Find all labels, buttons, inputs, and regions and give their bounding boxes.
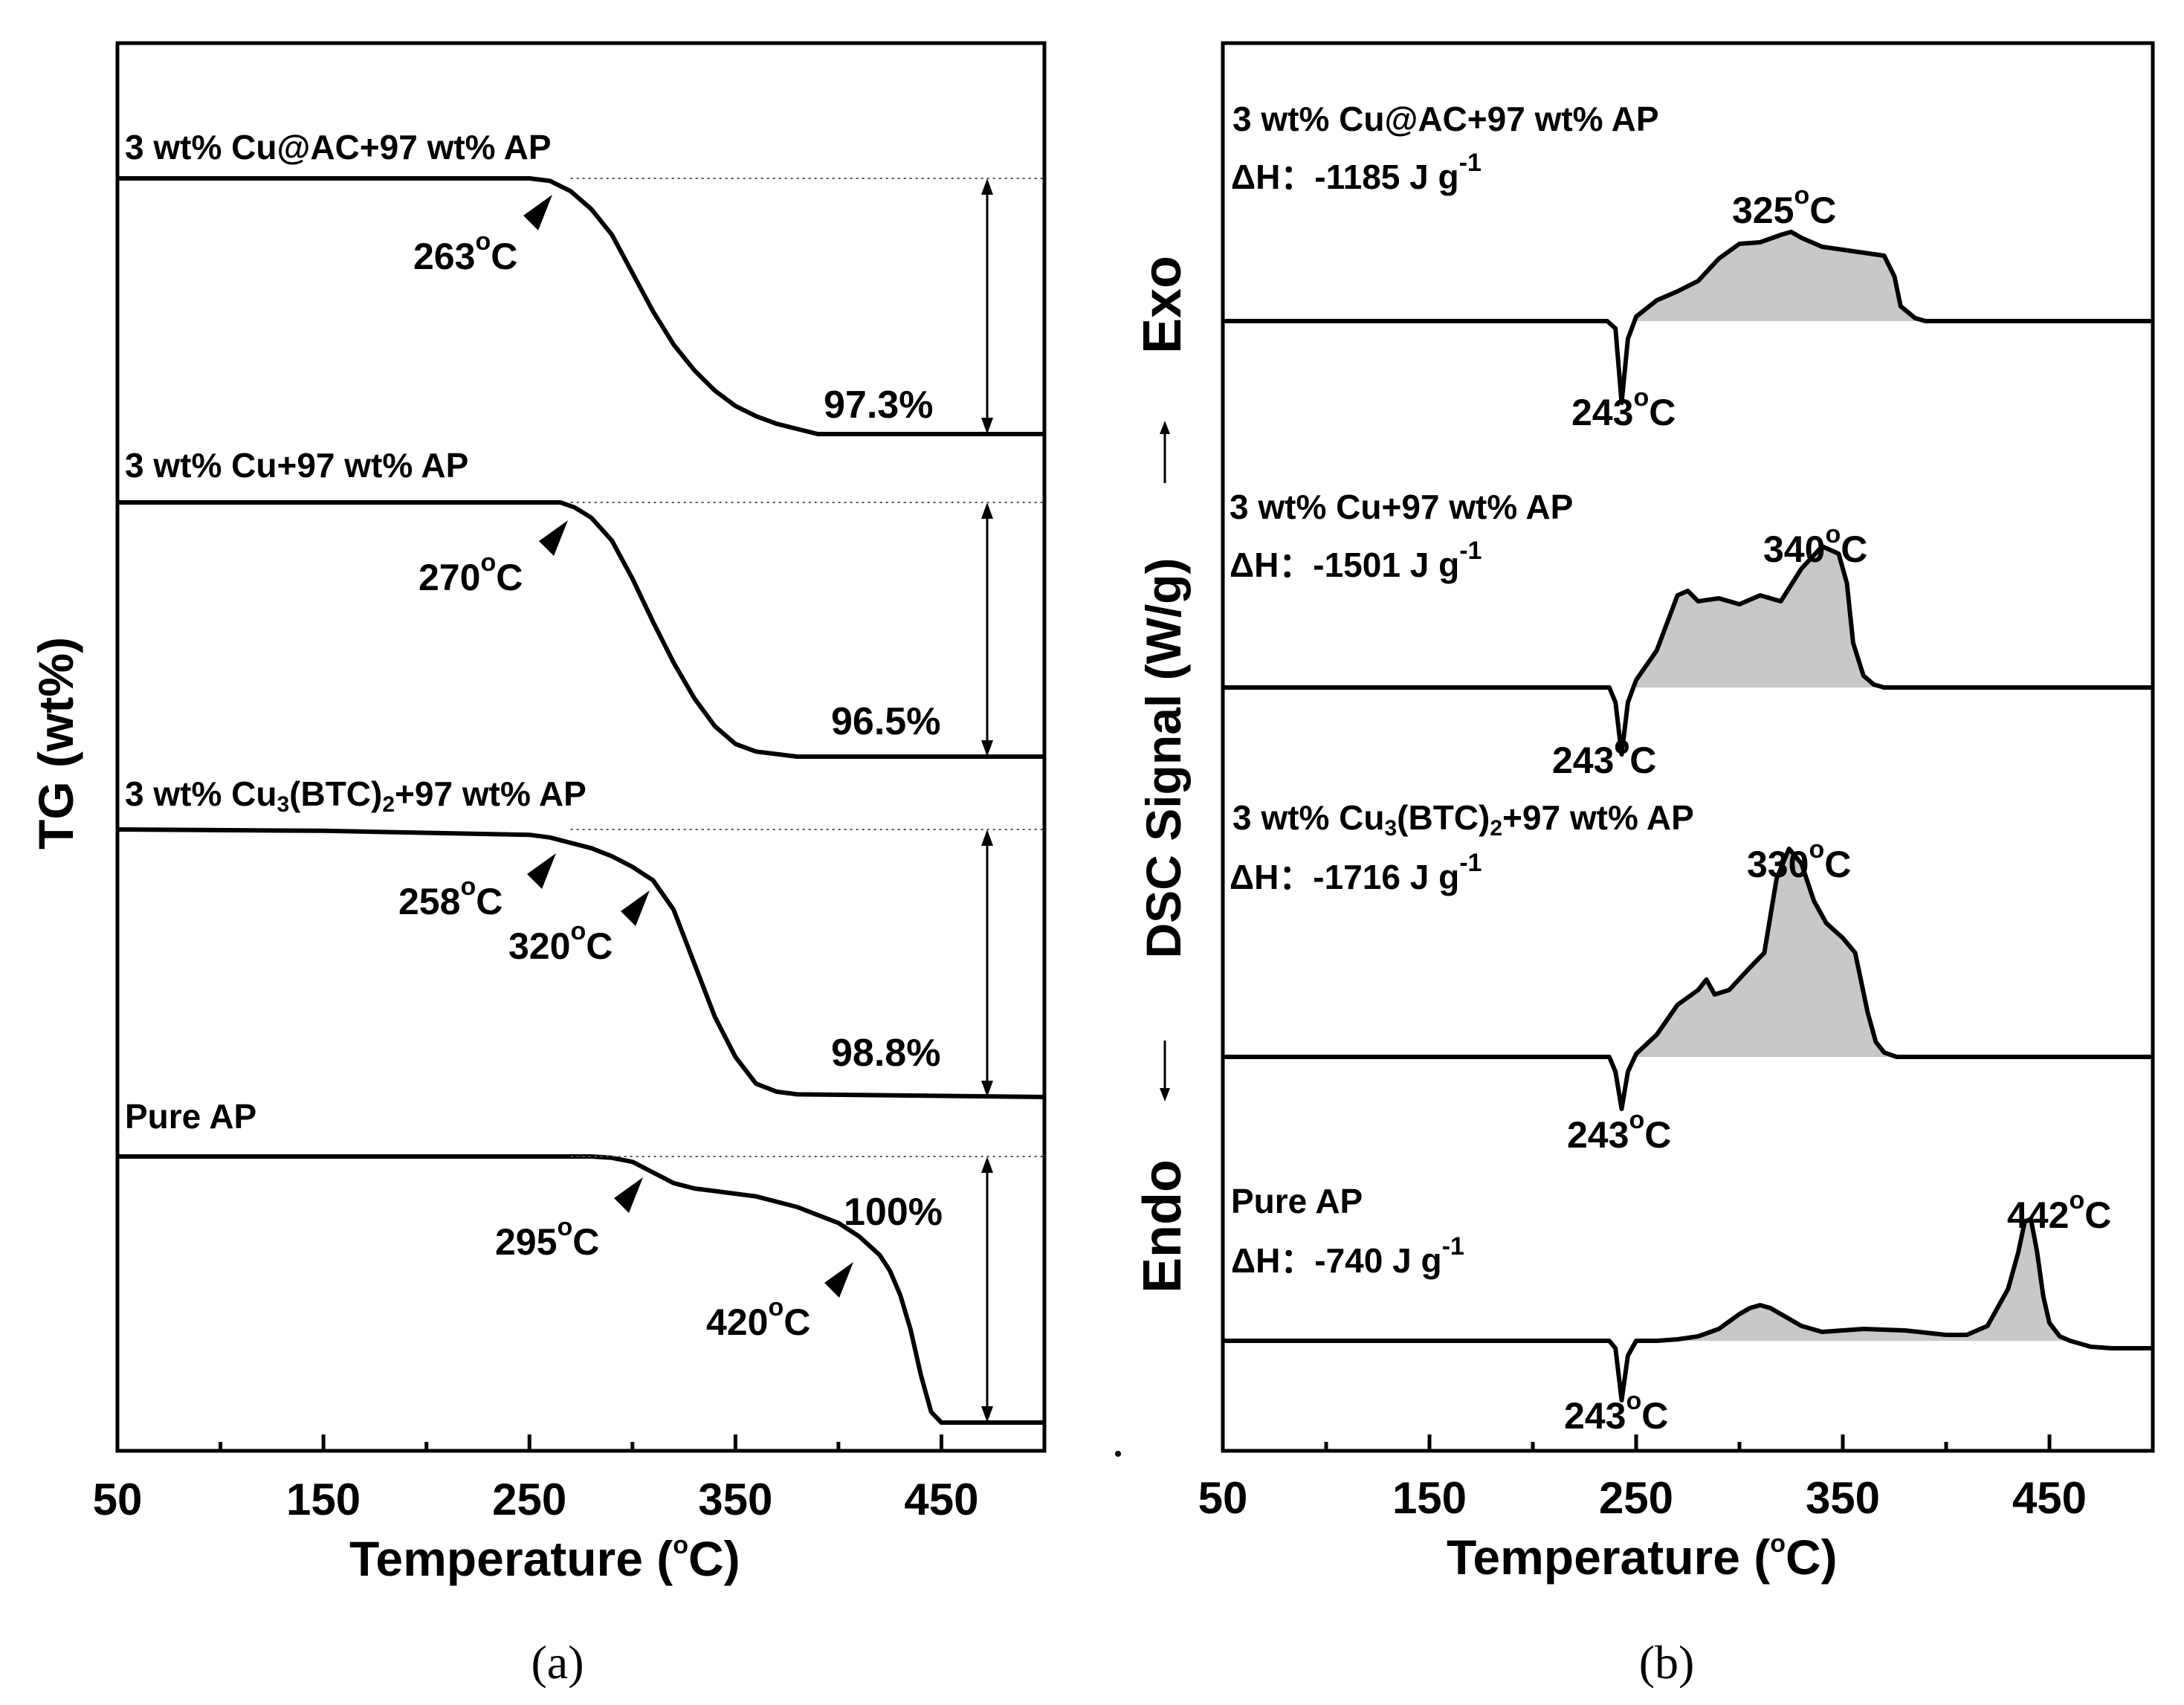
b-endo-peak-label: 243oC [1567,1106,1671,1156]
tg-curve [117,500,1044,759]
dsc-curve [1223,847,2153,1111]
mass-loss-arrow-head [981,1406,993,1423]
mass-loss-arrow-head [981,740,993,757]
dsc-exotherm-area [1636,1219,2070,1341]
a-panel-label: (a) [531,1636,584,1689]
a-onset-arrow [614,1177,643,1213]
a-x-tick-label: 150 [286,1475,361,1524]
b-panel-label: (b) [1639,1636,1695,1689]
b-endo-peak-label: 243oC [1564,1387,1668,1437]
mass-loss-arrow-head [981,1156,993,1173]
a-y-axis-label: TG (wt%) [28,637,83,850]
a-plot-frame [115,41,1047,1453]
a-onset-label: 270oC [419,549,523,598]
a-series-label: 3 wt% Cu@AC+97 wt% AP [125,128,552,166]
b-enthalpy-label: ΔH：-1185 J g-1 [1231,149,1482,196]
tg-curve [117,176,1044,436]
mass-loss-arrow-head [981,502,993,519]
a-mass-loss-label: 96.5% [831,700,940,743]
b-endo-label: Endo [1133,1159,1192,1293]
b-x-tick-label: 450 [2012,1473,2087,1523]
b-x-tick-label: 250 [1599,1473,1673,1523]
b-enthalpy-label: ΔH：-740 J g-1 [1231,1232,1464,1280]
mass-loss-arrow-head [981,178,993,195]
b-exo-peak-label: 325oC [1732,181,1836,231]
a-onset-arrow [539,520,568,556]
b-x-tick-label: 150 [1392,1473,1467,1523]
dsc-curve [1223,544,2153,757]
b-x-tick-label: 50 [1198,1473,1248,1523]
a-x-tick-label: 50 [93,1475,143,1524]
a-series-label: Pure AP [125,1097,256,1136]
b-enthalpy-label: ΔH：-1501 J g-1 [1230,537,1482,584]
a-mass-loss-arrows [981,178,993,1423]
b-y-axis-label: DSC Signal (W/g) [1136,558,1191,959]
b-series-label: 3 wt% Cu3(BTC)2+97 wt% AP [1232,798,1694,841]
b-exo-arrow [1160,421,1170,483]
mass-loss-arrow-head [981,829,993,846]
b-endo-peak-label: 243oC [1552,731,1656,781]
b-exo-peak-label: 340oC [1763,520,1867,570]
a-x-tick-label: 250 [492,1475,566,1524]
a-onset-label: 420oC [706,1293,810,1343]
b-exo-label: Exo [1133,256,1192,354]
panel-a-tg-chart: 50 150 250 350 450 TG (wt%) Temperature (oC)… [28,41,1047,1689]
a-mass-loss-label: 98.8% [831,1032,940,1075]
a-x-tick-label: 350 [698,1475,772,1524]
panel-b-dsc-chart: 50 150 250 350 450 Exo DSC Signal (W/g) Endo… [1133,41,2155,1689]
tg-curve [117,1154,1044,1425]
a-onset-arrow [523,195,552,230]
a-mass-loss-label: 100% [844,1191,943,1234]
tg-curve [117,827,1045,1099]
a-x-axis-label: Temperature (oC) [349,1531,740,1586]
b-endo-arrow [1160,1041,1170,1101]
mass-loss-arrow-head [981,418,993,434]
b-x-tick-label: 350 [1806,1473,1880,1523]
a-onset-label: 295oC [495,1213,599,1263]
a-x-tick-label: 450 [904,1475,978,1524]
b-enthalpy-label: ΔH：-1716 J g-1 [1230,849,1482,896]
b-series-label: 3 wt% Cu+97 wt% AP [1230,488,1573,526]
separator-dot [1115,1451,1121,1457]
b-x-axis-label: Temperature (oC) [1447,1530,1838,1585]
a-onset-arrow [824,1262,853,1298]
b-endo-peak-label: 243oC [1571,384,1676,433]
dsc-exotherm-area [1636,546,2153,688]
a-mass-loss-label: 97.3% [824,384,933,427]
mass-loss-arrow-head [981,1081,993,1097]
b-exo-peak-label: 330oC [1747,835,1851,885]
a-onset-arrow [527,853,556,889]
a-onset-label: 263oC [413,227,517,277]
b-series-label: 3 wt% Cu@AC+97 wt% AP [1232,100,1659,138]
dsc-curve [1223,1217,2153,1402]
dsc-exotherm-area [1636,849,2153,1057]
a-onset-label: 320oC [508,917,613,967]
a-series-label: 3 wt% Cu+97 wt% AP [125,446,468,485]
a-series-label: 3 wt% Cu3(BTC)2+97 wt% AP [125,774,587,817]
b-exo-peak-label: 442oC [2007,1186,2111,1236]
a-onset-label: 258oC [398,873,503,922]
b-series-label: Pure AP [1231,1182,1363,1220]
b-plot-frame [1221,41,2155,1453]
dsc-curve [1223,230,2153,405]
a-onset-arrow [621,890,650,926]
